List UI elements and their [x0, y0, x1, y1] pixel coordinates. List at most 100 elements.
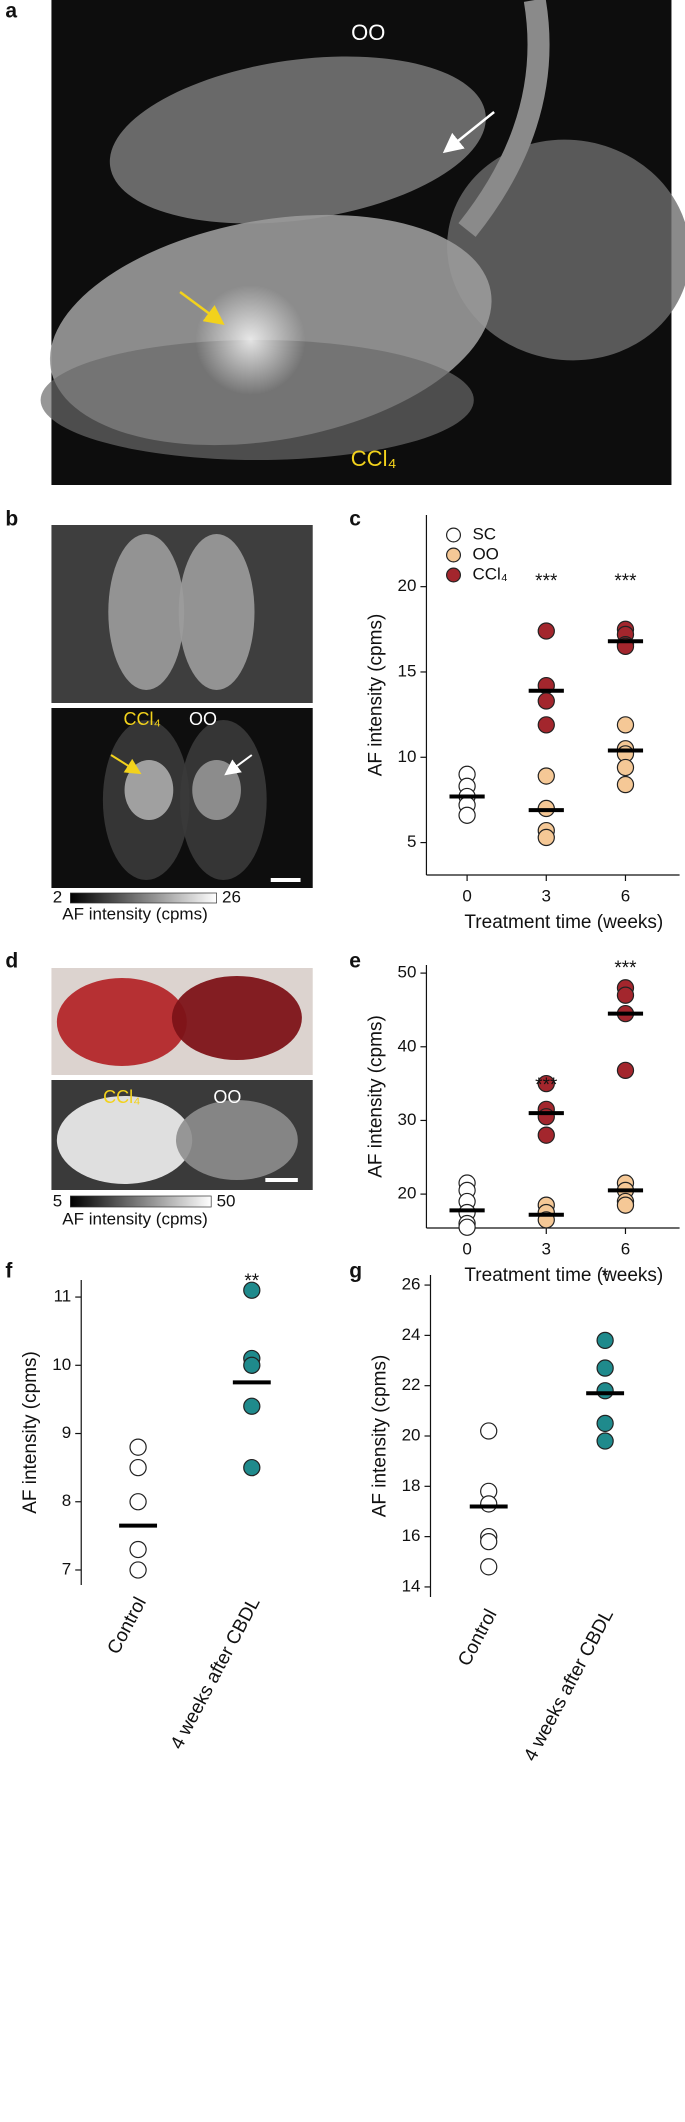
blob	[109, 56, 486, 224]
y-tick-label: 20	[402, 1425, 421, 1444]
x-axis-label: Treatment time (weeks)	[464, 1265, 663, 1286]
y-tick-label: 10	[398, 747, 417, 766]
point	[596, 1331, 614, 1350]
point	[596, 1432, 614, 1450]
legend-marker	[446, 547, 462, 563]
blob	[56, 1096, 193, 1184]
colorbar	[70, 892, 217, 904]
panel-letter: g	[349, 1260, 362, 1283]
point	[458, 806, 476, 824]
y-tick-label: 18	[402, 1476, 421, 1495]
glow	[195, 285, 306, 395]
legend-marker	[446, 527, 462, 543]
colorbar-label: AF intensity (cpms)	[62, 904, 207, 923]
point	[596, 1414, 614, 1433]
point	[616, 1061, 635, 1080]
colorbar-min: 2	[53, 887, 62, 906]
y-tick-label: 15	[398, 661, 417, 680]
blob	[447, 139, 685, 361]
y-axis-label: AF intensity (cpms)	[20, 1351, 41, 1514]
y-axis-label: AF intensity (cpms)	[365, 1015, 386, 1178]
x-tick-label: 6	[621, 1239, 630, 1258]
photo-label: OO	[351, 20, 385, 45]
x-tick-label: 0	[462, 1239, 471, 1258]
x-tick-label: 0	[462, 886, 471, 905]
point	[243, 1356, 261, 1374]
point	[243, 1458, 261, 1477]
photo-label: CCl₄	[351, 446, 397, 471]
panel-letter: b	[5, 508, 18, 531]
point	[458, 1218, 476, 1236]
y-tick-label: 8	[62, 1491, 71, 1510]
point	[616, 758, 635, 777]
y-tick-label: 50	[398, 963, 417, 982]
scale-bar	[270, 878, 301, 882]
x-axis-label: Treatment time (weeks)	[464, 912, 663, 933]
legend-marker	[446, 567, 462, 583]
blob	[171, 976, 302, 1060]
tail	[458, 0, 550, 237]
y-tick-label: 16	[402, 1526, 421, 1545]
blob	[108, 534, 185, 690]
y-tick-label: 40	[398, 1036, 417, 1055]
y-tick-label: 26	[402, 1275, 421, 1294]
y-tick-label: 14	[402, 1576, 421, 1595]
colorbar-max: 26	[222, 887, 241, 906]
photo-label: OO	[189, 709, 217, 729]
colorbar-label: AF intensity (cpms)	[62, 1209, 207, 1228]
point	[596, 1359, 614, 1377]
colorbar	[70, 1195, 212, 1208]
point	[537, 622, 555, 640]
panel-letter: a	[5, 0, 17, 23]
y-tick-label: 22	[402, 1375, 421, 1394]
point	[616, 1196, 635, 1214]
point	[480, 1495, 498, 1513]
legend-label: OO	[472, 544, 498, 563]
blob	[178, 534, 255, 690]
significance: *	[601, 1266, 609, 1287]
panel-letter: f	[5, 1260, 13, 1283]
significance: ***	[614, 571, 637, 592]
y-axis-label: AF intensity (cpms)	[370, 1355, 391, 1518]
point	[129, 1438, 147, 1456]
blob	[124, 760, 174, 820]
y-tick-label: 10	[52, 1355, 71, 1374]
legend-label: CCl₄	[472, 564, 507, 583]
y-tick-label: 20	[398, 576, 417, 595]
arrow	[442, 111, 495, 154]
point	[537, 1074, 555, 1093]
y-tick-label: 30	[398, 1110, 417, 1129]
y-axis-label: AF intensity (cpms)	[365, 614, 386, 777]
y-tick-label: 5	[407, 832, 416, 851]
y-tick-label: 7	[62, 1559, 71, 1578]
point	[129, 1493, 147, 1511]
panel-letter: e	[349, 950, 361, 973]
significance: ***	[614, 958, 637, 979]
blob	[40, 340, 474, 460]
significance: **	[244, 1271, 259, 1292]
photo-label: OO	[213, 1087, 241, 1107]
x-tick-label: 3	[542, 1239, 551, 1258]
photo-label: CCl₄	[123, 709, 160, 729]
colorbar-max: 50	[217, 1191, 236, 1210]
y-tick-label: 11	[54, 1287, 72, 1306]
panel-letter: c	[349, 508, 361, 531]
blob	[56, 978, 187, 1066]
arrow	[179, 290, 225, 325]
point	[616, 716, 635, 734]
point	[129, 1561, 147, 1579]
x-tick-label: 4 weeks after CBDL	[520, 1606, 618, 1765]
arrow	[224, 754, 253, 776]
point	[537, 1126, 555, 1144]
point	[596, 1382, 614, 1400]
y-tick-label: 9	[62, 1423, 71, 1442]
point	[480, 1422, 498, 1440]
point	[537, 716, 555, 734]
colorbar-min: 5	[53, 1191, 62, 1210]
point	[480, 1533, 498, 1551]
point	[616, 986, 635, 1004]
point	[243, 1281, 261, 1299]
x-tick-label: Control	[104, 1594, 151, 1658]
point	[480, 1558, 498, 1576]
